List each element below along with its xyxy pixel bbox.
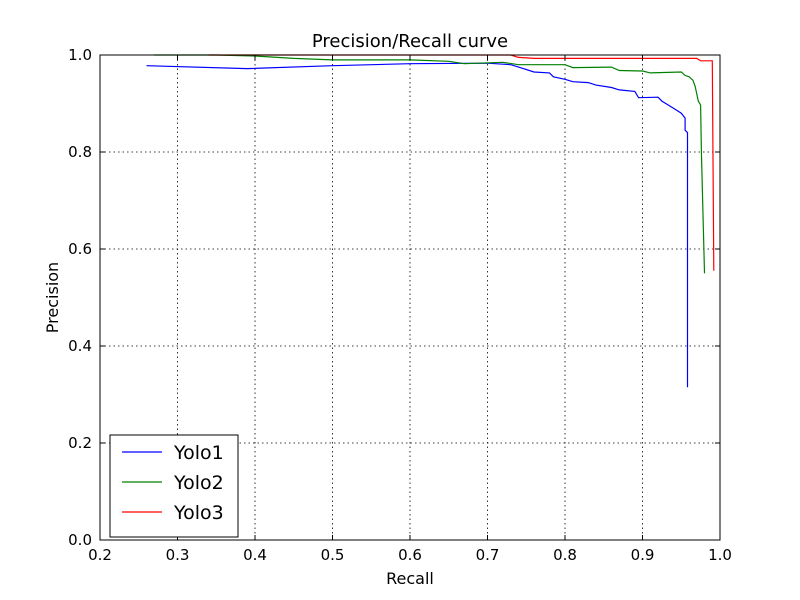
x-tick-label: 0.8 [553,546,577,564]
y-tick-label: 1.0 [68,46,92,64]
axis-ticks: 0.2 0.3 0.4 0.5 0.6 0.7 0.8 0.9 1.00.00.20.40.60… [68,46,732,564]
x-tick-label: 0.3 [166,546,190,564]
x-tick-label: 0.4 [243,546,267,564]
y-tick-label: 0.4 [68,337,92,355]
y-tick-label: 0.6 [68,240,92,258]
x-tick-label: 1.0 [708,546,732,564]
legend-label-yolo3: Yolo3 [173,502,224,524]
y-axis-label: Precision [43,262,62,333]
series-line-yolo1 [146,62,689,388]
x-tick-label: 0.7 [476,546,500,564]
x-axis-label: Recall [386,569,434,588]
x-tick-label: 0.6 [398,546,422,564]
legend-label-yolo1: Yolo1 [173,442,224,464]
y-tick-label: 0.8 [68,143,92,161]
x-tick-label: 0.2 [88,546,112,564]
legend: Yolo1 Yolo2 Yolo3 [109,434,239,538]
x-tick-label: 0.9 [631,546,655,564]
chart-title: Precision/Recall curve [312,31,508,52]
legend-label-yolo2: Yolo2 [173,472,224,494]
y-tick-label: 0.0 [68,531,92,549]
x-tick-label: 0.5 [321,546,345,564]
y-tick-label: 0.2 [68,434,92,452]
